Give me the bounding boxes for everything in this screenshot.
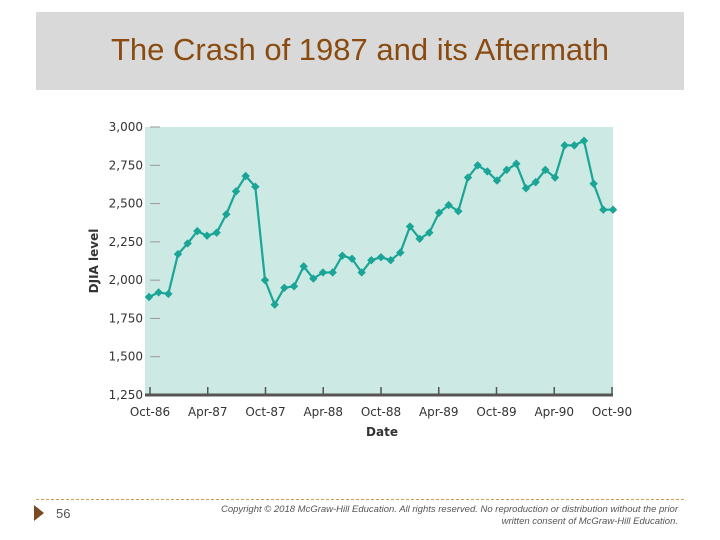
data-point	[599, 205, 608, 214]
data-point	[357, 268, 366, 277]
data-point	[512, 159, 521, 168]
data-point	[560, 141, 569, 150]
x-tick-label: Apr-88	[303, 405, 343, 419]
slide-arrow-icon	[34, 505, 44, 521]
data-point	[144, 292, 154, 302]
y-tick-label: 1,750	[109, 311, 143, 325]
data-point	[328, 268, 337, 277]
data-point	[173, 249, 183, 259]
data-point	[164, 289, 173, 299]
data-point	[251, 182, 260, 191]
data-point	[338, 251, 347, 260]
y-tick-label: 2,250	[109, 235, 143, 249]
data-point	[289, 282, 299, 291]
y-axis-label: DJIA level	[87, 229, 101, 294]
slide-title: The Crash of 1987 and its Aftermath	[111, 32, 609, 67]
data-point	[231, 187, 241, 196]
data-point	[502, 165, 511, 175]
data-point	[183, 239, 192, 248]
data-point	[589, 179, 598, 188]
data-point	[570, 141, 579, 150]
data-point	[396, 248, 405, 257]
x-tick-label: Apr-89	[419, 405, 459, 419]
title-band: The Crash of 1987 and its Aftermath	[36, 12, 684, 90]
x-tick-label: Oct-90	[592, 405, 632, 419]
data-point	[608, 205, 618, 214]
data-point	[280, 283, 289, 292]
data-point	[483, 167, 492, 176]
data-point	[212, 228, 221, 237]
x-tick-label: Oct-88	[361, 405, 401, 419]
y-tick-label: 1,500	[109, 350, 143, 364]
plot-background	[145, 127, 613, 395]
data-point	[579, 136, 589, 145]
footer-divider	[36, 499, 684, 500]
data-point	[531, 177, 540, 187]
data-point	[473, 161, 482, 170]
x-axis-label: Date	[366, 425, 398, 439]
x-tick-label: Oct-86	[130, 405, 170, 419]
data-point	[318, 268, 328, 277]
data-point	[444, 200, 453, 210]
data-point	[386, 256, 395, 265]
y-tick-label: 2,000	[109, 273, 143, 287]
data-point	[270, 300, 279, 309]
y-tick-label: 1,250	[109, 388, 143, 402]
data-point	[367, 256, 376, 265]
data-point	[260, 275, 270, 285]
data-point	[434, 208, 444, 217]
y-tick-label: 3,000	[109, 120, 143, 134]
data-point	[202, 231, 212, 240]
data-point	[550, 173, 560, 182]
data-point	[425, 228, 434, 237]
data-point	[376, 252, 386, 262]
data-point	[309, 274, 318, 283]
data-point	[454, 207, 463, 216]
data-point	[299, 262, 308, 271]
copyright-notice: Copyright © 2018 McGraw-Hill Education. …	[220, 504, 678, 527]
djia-line-chart: 1,250 1,500 1,750 2,000 2,250 2,500 2,750 3,000…	[87, 120, 632, 439]
data-point	[415, 234, 424, 243]
x-axis: Oct-86 Apr-87 Oct-87 Apr-88 Oct-88 Apr-89 Oct-…	[130, 387, 632, 419]
data-point	[241, 171, 250, 181]
data-point	[405, 222, 415, 231]
x-tick-label: Apr-87	[188, 405, 228, 419]
data-point	[347, 254, 357, 263]
series-markers-group	[144, 136, 618, 309]
x-tick-label: Oct-87	[245, 405, 285, 419]
y-tick-label: 2,500	[109, 197, 143, 211]
data-point	[154, 288, 163, 297]
x-tick-label: Oct-89	[476, 405, 516, 419]
x-tick-label: Apr-90	[534, 405, 574, 419]
data-point	[492, 176, 502, 185]
data-point	[193, 226, 202, 236]
y-tick-label: 2,750	[109, 158, 143, 172]
data-point	[463, 173, 473, 182]
y-axis: 1,250 1,500 1,750 2,000 2,250 2,500 2,750 3,000	[109, 120, 160, 402]
data-point	[541, 165, 550, 175]
data-point	[222, 210, 231, 219]
slide-number: 56	[56, 506, 71, 521]
data-point	[521, 184, 531, 193]
